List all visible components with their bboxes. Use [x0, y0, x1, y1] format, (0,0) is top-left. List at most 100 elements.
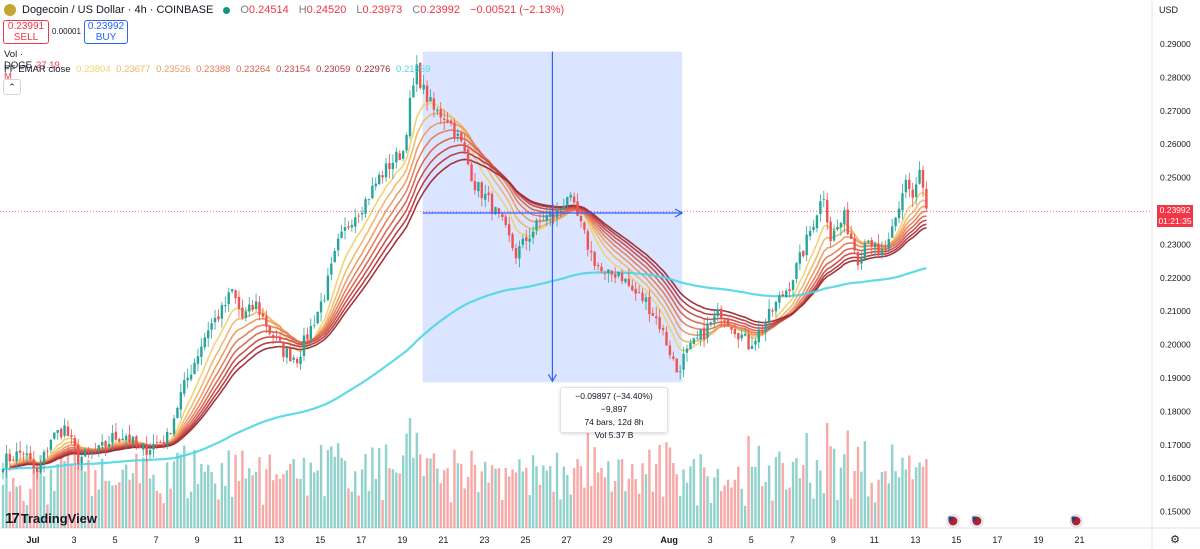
candle-body [148, 449, 152, 455]
candle-body [227, 292, 230, 305]
candle-body [490, 193, 494, 214]
candle-body [709, 322, 713, 324]
candle-body [8, 453, 12, 462]
volume-bar [583, 487, 586, 528]
volume-bar [914, 467, 918, 528]
volume-bar [350, 491, 354, 528]
candle-body [607, 269, 610, 274]
candle-body [128, 434, 131, 443]
candle-body [761, 330, 764, 332]
volume-bar [747, 435, 750, 528]
candle-body [613, 274, 617, 278]
x-tick-label: 29 [603, 535, 613, 545]
candle-body [675, 358, 678, 373]
volume-bar [439, 483, 442, 528]
candle-body [114, 431, 118, 440]
volume-bar [401, 455, 405, 528]
candle-body [713, 316, 716, 323]
volume-bar [826, 422, 829, 528]
volume-bar [313, 472, 316, 528]
candle-body [439, 108, 442, 118]
y-tick-label: 0.28000 [1160, 72, 1191, 82]
candle-body [374, 183, 377, 187]
volume-bar [853, 470, 856, 528]
volume-bar [388, 468, 391, 528]
buy-button[interactable]: 0.23992 BUY [84, 20, 128, 44]
candle-body [747, 334, 750, 350]
volume-bar [244, 478, 248, 528]
currency-label[interactable]: USD [1158, 5, 1178, 15]
gear-icon[interactable]: ⚙ [1170, 534, 1180, 546]
volume-bar [408, 418, 412, 528]
volume-bar [518, 459, 521, 528]
collapse-legend-icon[interactable]: ⌃ [3, 79, 21, 95]
tradingview-logo-text: TradingView [20, 511, 98, 526]
candle-body [873, 243, 877, 248]
candle-body [808, 230, 812, 236]
measure-arrow-head-down [547, 374, 557, 383]
ema-legend[interactable]: FF EMAR close 0.23804 0.23677 0.23526 0.… [4, 64, 430, 75]
y-tick-label: 0.22000 [1160, 273, 1191, 283]
candle-body [545, 215, 548, 221]
volume-bar [248, 468, 251, 528]
volume-bar [268, 454, 271, 528]
tradingview-logo[interactable]: 17 TradingView [5, 510, 97, 527]
volume-bar [415, 432, 419, 528]
volume-bar [230, 496, 234, 528]
candle-body [442, 118, 446, 120]
volume-bar [894, 471, 897, 528]
volume-bar [142, 457, 145, 528]
volume-bar [449, 502, 453, 528]
candle-body [18, 450, 22, 453]
volume-bar [306, 495, 309, 528]
candle-body [839, 222, 843, 228]
candle-body [282, 341, 285, 358]
candle-body [425, 85, 429, 103]
candle-body [696, 337, 699, 339]
sell-button[interactable]: 0.23991 SELL [3, 20, 49, 44]
volume-bar [819, 470, 822, 528]
volume-bar [302, 457, 306, 528]
symbol-row: Dogecoin / US Dollar · 4h · COINBASE O0.… [4, 4, 568, 16]
candle-body [877, 243, 880, 254]
volume-bar [90, 496, 94, 528]
candle-body [292, 357, 295, 360]
candle-body [641, 292, 644, 301]
candle-body [914, 184, 918, 197]
candle-body [720, 308, 723, 319]
volume-bar [258, 457, 261, 528]
candle-body [340, 231, 343, 238]
volume-bar [179, 454, 183, 528]
candle-body [501, 214, 504, 217]
candle-body [268, 326, 271, 334]
candle-body [12, 459, 15, 461]
volume-bar [429, 458, 432, 528]
x-tick-label: 13 [910, 535, 920, 545]
candle-body [207, 330, 210, 339]
x-tick-label: 23 [479, 535, 489, 545]
volume-legend[interactable]: Vol · DOGE 27.19 M [4, 49, 60, 82]
symbol-title[interactable]: Dogecoin / US Dollar · 4h · COINBASE [22, 4, 214, 16]
volume-bar [572, 468, 576, 528]
candle-body [463, 142, 466, 152]
volume-bar [340, 457, 343, 528]
candle-body [309, 325, 312, 340]
volume-bar [487, 482, 490, 528]
volume-bar [839, 467, 843, 528]
candle-body [237, 297, 241, 309]
volume-bar [525, 467, 528, 528]
x-tick-label: 3 [708, 535, 713, 545]
volume-bar [925, 459, 928, 528]
x-tick-label: 7 [154, 535, 159, 545]
volume-bar [360, 469, 364, 528]
candle-body [531, 231, 535, 238]
y-tick-label: 0.20000 [1160, 340, 1191, 350]
candle-body [750, 345, 754, 350]
candle-body [494, 206, 497, 214]
candle-body [579, 215, 583, 222]
volume-bar [757, 445, 761, 528]
volume-bar [685, 482, 689, 528]
x-tick-label: 19 [1033, 535, 1043, 545]
candle-body [730, 326, 733, 330]
